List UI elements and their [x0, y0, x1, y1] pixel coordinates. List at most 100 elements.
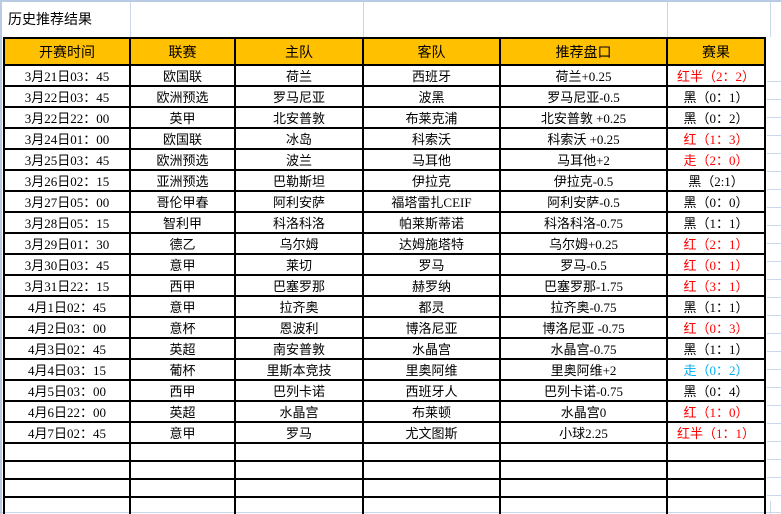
cell-league[interactable]: 意杯	[129, 316, 236, 339]
cell-result[interactable]: 黑（1：1）	[666, 337, 766, 360]
cell-time[interactable]: 3月25日03：45	[3, 148, 131, 171]
cell-away[interactable]: 达姆施塔特	[362, 232, 501, 255]
cell-result[interactable]: 黑（1：1）	[666, 295, 766, 318]
cell-away[interactable]: 波黑	[362, 85, 501, 108]
header-away-team[interactable]: 客队	[362, 37, 501, 66]
cell-empty[interactable]	[234, 478, 364, 498]
cell-away[interactable]: 科索沃	[362, 127, 501, 150]
cell-handicap[interactable]: 阿利安萨-0.5	[499, 190, 668, 213]
cell-handicap[interactable]: 水晶宫0	[499, 400, 668, 423]
cell-empty[interactable]	[129, 442, 236, 462]
cell-league[interactable]: 意甲	[129, 421, 236, 444]
cell-home[interactable]: 阿利安萨	[234, 190, 364, 213]
cell-home[interactable]: 巴塞罗那	[234, 274, 364, 297]
cell-league[interactable]: 欧国联	[129, 127, 236, 150]
cell-league[interactable]: 英甲	[129, 106, 236, 129]
cell-away[interactable]: 水晶宫	[362, 337, 501, 360]
cell-league[interactable]: 西甲	[129, 379, 236, 402]
cell-handicap[interactable]: 拉齐奥-0.75	[499, 295, 668, 318]
cell-away[interactable]: 赫罗纳	[362, 274, 501, 297]
cell-time[interactable]: 4月6日22：00	[3, 400, 131, 423]
cell-handicap[interactable]: 乌尔姆+0.25	[499, 232, 668, 255]
cell-empty[interactable]	[362, 460, 501, 480]
cell-handicap[interactable]: 伊拉克-0.5	[499, 169, 668, 192]
cell-league[interactable]: 意甲	[129, 253, 236, 276]
cell-result[interactable]: 红半（2：2）	[666, 64, 766, 87]
cell-away[interactable]: 西班牙	[362, 64, 501, 87]
cell-home[interactable]: 南安普敦	[234, 337, 364, 360]
cell-result[interactable]: 走（2：0）	[666, 148, 766, 171]
cell-result[interactable]: 红（0：3）	[666, 316, 766, 339]
cell-result[interactable]: 黑（0：1）	[666, 85, 766, 108]
cell-handicap[interactable]: 巴塞罗那-1.75	[499, 274, 668, 297]
cell-home[interactable]: 莱切	[234, 253, 364, 276]
cell-time[interactable]: 3月31日22：15	[3, 274, 131, 297]
cell-home[interactable]: 里斯本竞技	[234, 358, 364, 381]
cell-time[interactable]: 3月21日03：45	[3, 64, 131, 87]
cell-home[interactable]: 北安普敦	[234, 106, 364, 129]
cell-away[interactable]: 都灵	[362, 295, 501, 318]
cell-empty[interactable]	[499, 478, 668, 498]
cell-time[interactable]: 3月30日03：45	[3, 253, 131, 276]
cell-home[interactable]: 罗马尼亚	[234, 85, 364, 108]
cell-empty[interactable]	[129, 478, 236, 498]
cell-away[interactable]: 尤文图斯	[362, 421, 501, 444]
cell-league[interactable]: 英超	[129, 337, 236, 360]
cell-result[interactable]: 红半（1：1）	[666, 421, 766, 444]
cell-handicap[interactable]: 马耳他+2	[499, 148, 668, 171]
header-start-time[interactable]: 开赛时间	[3, 37, 131, 66]
cell-empty[interactable]	[666, 478, 766, 498]
cell-empty[interactable]	[362, 478, 501, 498]
cell-empty[interactable]	[362, 442, 501, 462]
cell-empty[interactable]	[3, 460, 131, 480]
cell-home[interactable]: 恩波利	[234, 316, 364, 339]
cell-result[interactable]: 红（0：1）	[666, 253, 766, 276]
cell-handicap[interactable]: 科索沃 +0.25	[499, 127, 668, 150]
cell-away[interactable]: 伊拉克	[362, 169, 501, 192]
cell-league[interactable]: 英超	[129, 400, 236, 423]
cell-league[interactable]: 欧洲预选	[129, 148, 236, 171]
cell-home[interactable]: 巴列卡诺	[234, 379, 364, 402]
cell-away[interactable]: 马耳他	[362, 148, 501, 171]
cell-away[interactable]: 博洛尼亚	[362, 316, 501, 339]
cell-empty[interactable]	[3, 442, 131, 462]
cell-away[interactable]: 布莱顿	[362, 400, 501, 423]
cell-time[interactable]: 3月28日05：15	[3, 211, 131, 234]
cell-home[interactable]: 科洛科洛	[234, 211, 364, 234]
cell-handicap[interactable]: 博洛尼亚 -0.75	[499, 316, 668, 339]
cell-away[interactable]: 福塔雷扎CEIF	[362, 190, 501, 213]
cell-result[interactable]: 黑（0：4）	[666, 379, 766, 402]
cell-empty[interactable]	[499, 460, 668, 480]
cell-away[interactable]: 里奥阿维	[362, 358, 501, 381]
cell-empty[interactable]	[499, 496, 668, 514]
cell-away[interactable]: 布莱克浦	[362, 106, 501, 129]
cell-time[interactable]: 3月29日01：30	[3, 232, 131, 255]
cell-time[interactable]: 4月7日02：45	[3, 421, 131, 444]
cell-result[interactable]: 红（3：1）	[666, 274, 766, 297]
cell-home[interactable]: 荷兰	[234, 64, 364, 87]
cell-handicap[interactable]: 巴列卡诺-0.75	[499, 379, 668, 402]
cell-home[interactable]: 冰岛	[234, 127, 364, 150]
cell-home[interactable]: 乌尔姆	[234, 232, 364, 255]
cell-time[interactable]: 4月3日02：45	[3, 337, 131, 360]
cell-handicap[interactable]: 科洛科洛-0.75	[499, 211, 668, 234]
cell-empty[interactable]	[3, 496, 131, 514]
cell-handicap[interactable]: 水晶宫-0.75	[499, 337, 668, 360]
cell-empty[interactable]	[234, 496, 364, 514]
cell-away[interactable]: 西班牙人	[362, 379, 501, 402]
cell-league[interactable]: 亚洲预选	[129, 169, 236, 192]
cell-result[interactable]: 走（0：2）	[666, 358, 766, 381]
cell-result[interactable]: 黑（2:1）	[666, 169, 766, 192]
cell-result[interactable]: 红（1：0）	[666, 400, 766, 423]
cell-handicap[interactable]: 荷兰+0.25	[499, 64, 668, 87]
cell-handicap[interactable]: 罗马尼亚-0.5	[499, 85, 668, 108]
cell-empty[interactable]	[234, 460, 364, 480]
cell-empty[interactable]	[499, 442, 668, 462]
cell-time[interactable]: 3月27日05：00	[3, 190, 131, 213]
cell-handicap[interactable]: 里奥阿维+2	[499, 358, 668, 381]
cell-time[interactable]: 3月24日01：00	[3, 127, 131, 150]
cell-league[interactable]: 哥伦甲春	[129, 190, 236, 213]
cell-league[interactable]: 葡杯	[129, 358, 236, 381]
cell-league[interactable]: 西甲	[129, 274, 236, 297]
cell-league[interactable]: 德乙	[129, 232, 236, 255]
